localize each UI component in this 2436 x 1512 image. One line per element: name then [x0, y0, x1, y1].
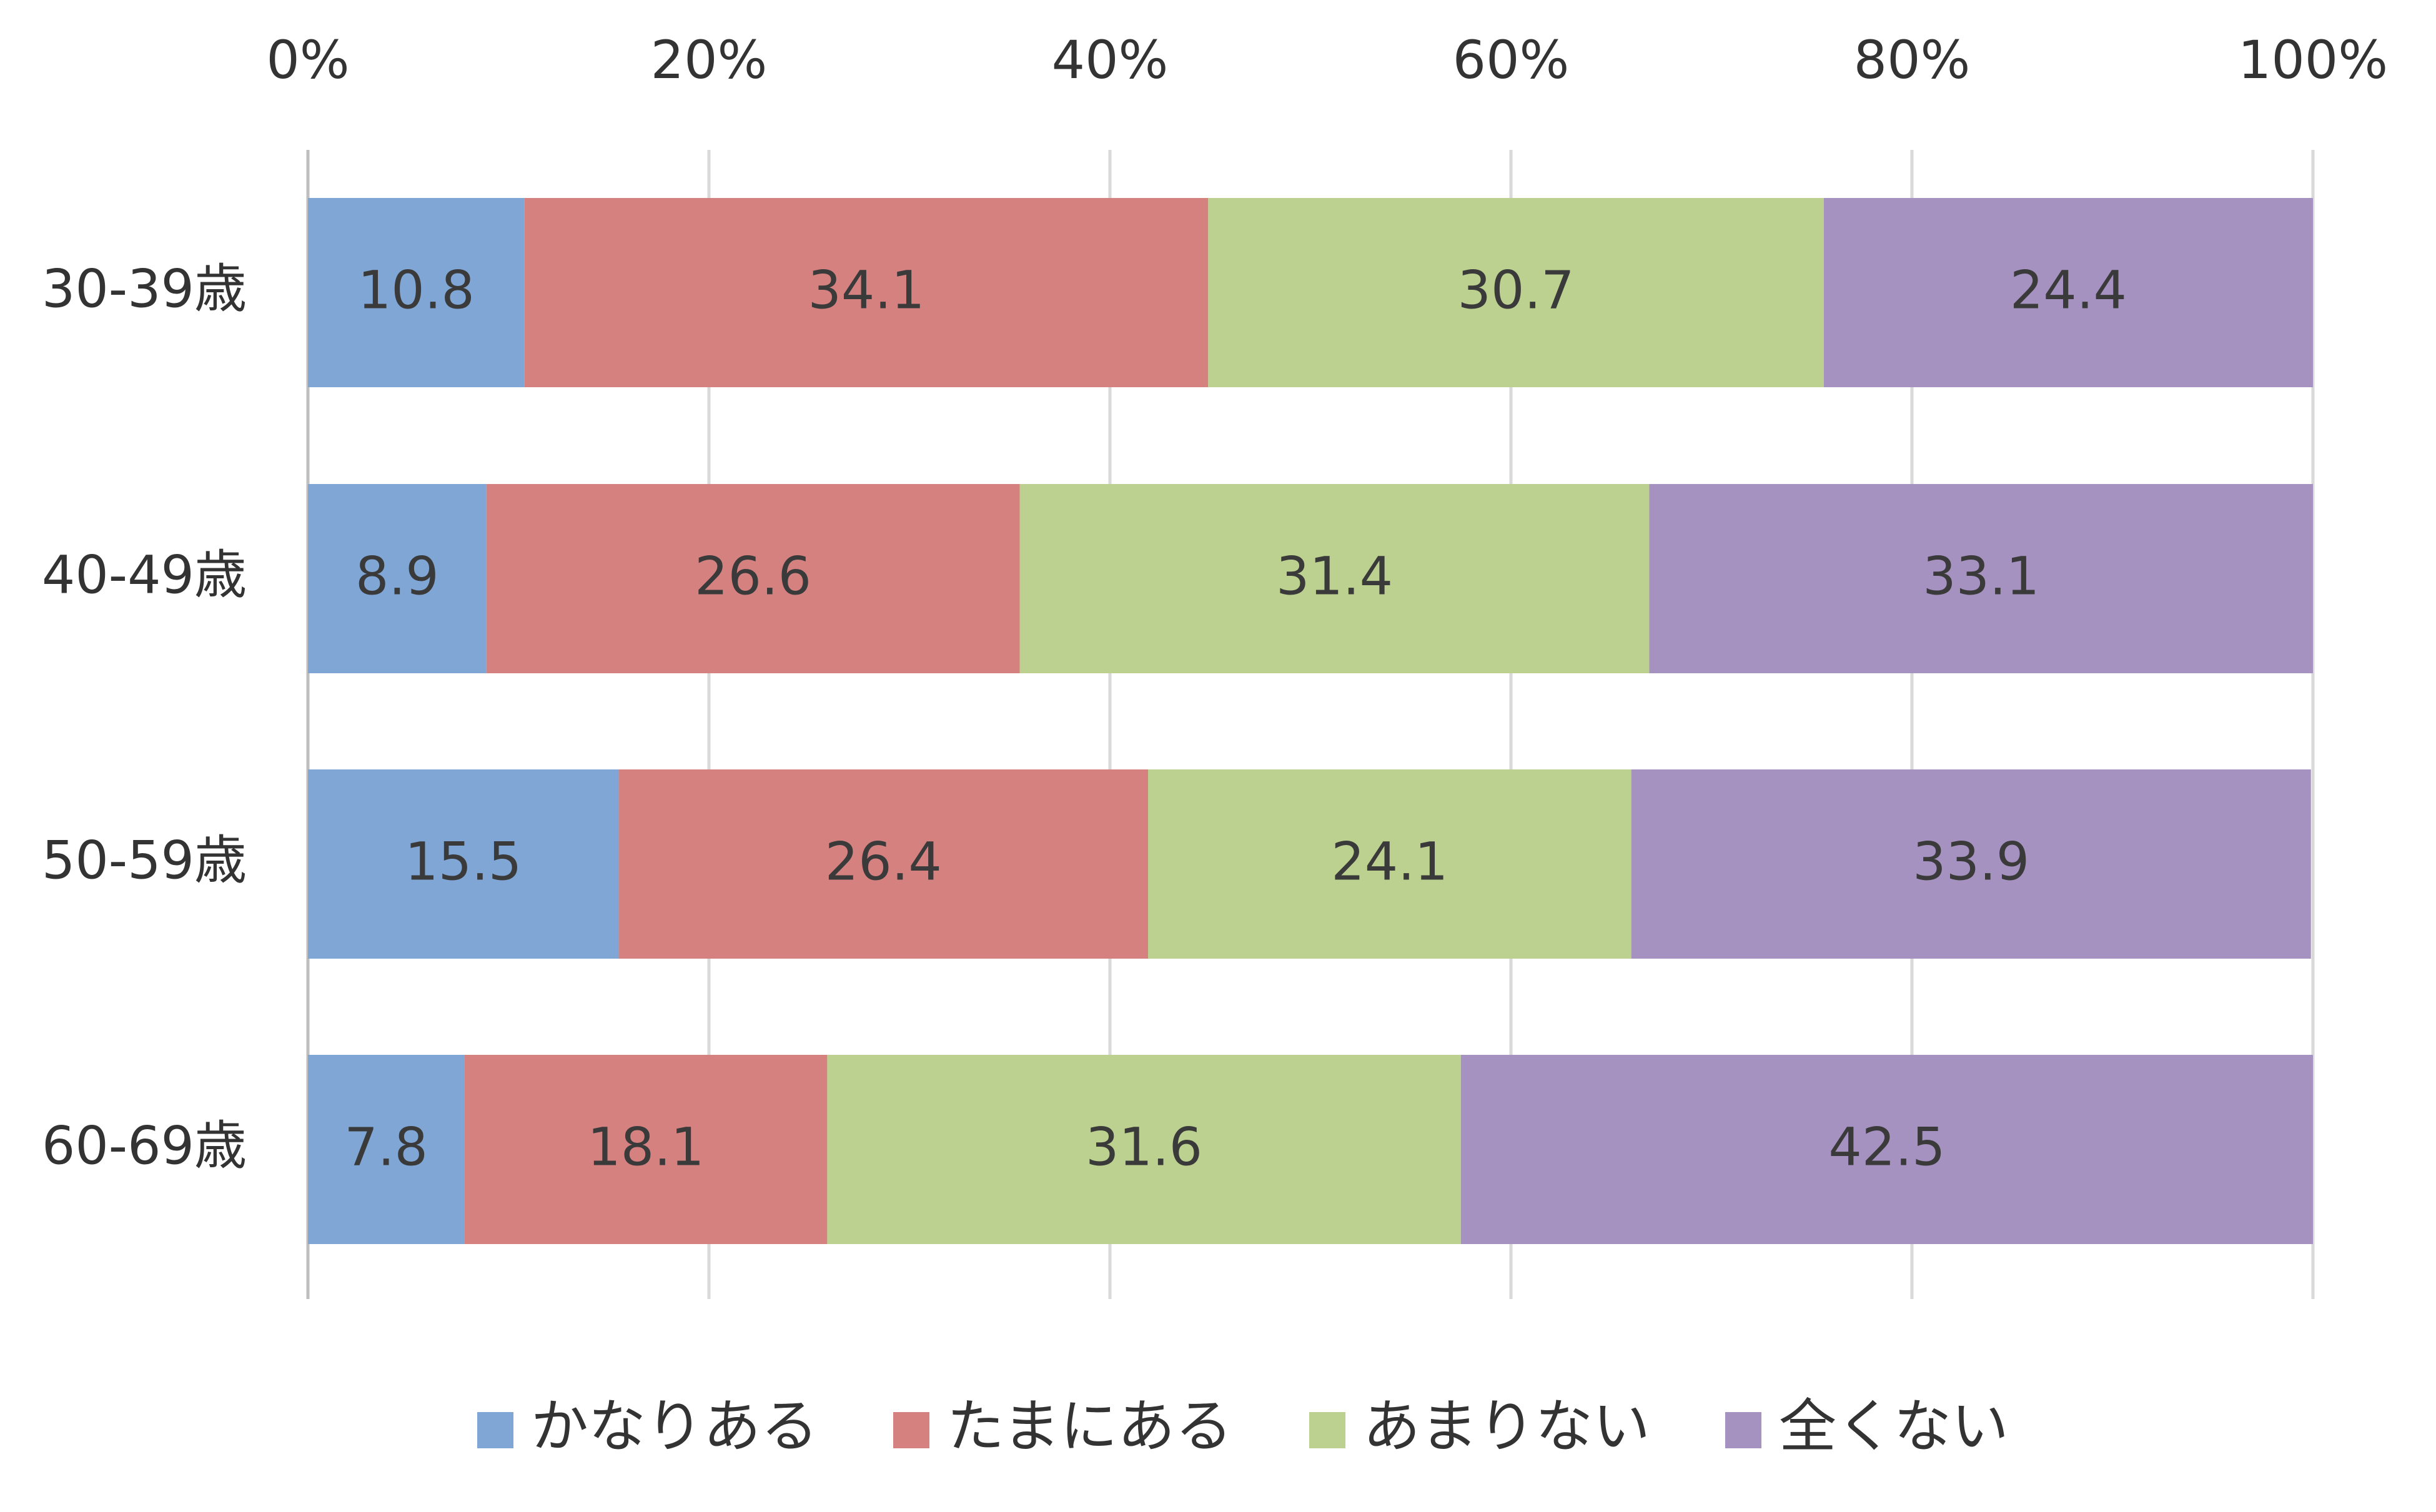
bar-segment	[524, 198, 1209, 387]
category-labels: 30-39歳 40-49歳 50-59歳 60-69歳	[42, 258, 247, 1176]
bar-segment	[308, 1055, 465, 1244]
bar-layer: 10.8 34.1 30.7 24.4 8.9 26.6 31.4 33.1 15.5 26.4 2…	[308, 198, 2313, 1244]
legend-label: かなりある	[531, 1393, 818, 1460]
category-label: 60-69歳	[42, 1115, 247, 1176]
data-label: 24.4	[2010, 259, 2127, 320]
x-tick-label: 100%	[2238, 29, 2388, 91]
data-label: 33.9	[1913, 831, 2029, 892]
data-label: 7.8	[344, 1116, 428, 1177]
bar-segment	[1460, 1055, 2313, 1244]
bar-segment	[618, 769, 1148, 959]
bar-segment	[464, 1055, 828, 1244]
x-tick-label: 60%	[1453, 29, 1570, 91]
category-label: 30-39歳	[42, 258, 247, 319]
bar-segment	[1631, 769, 2311, 959]
bar-segment	[1147, 769, 1631, 959]
legend-label: あまりない	[1363, 1393, 1650, 1460]
legend-swatch	[477, 1412, 513, 1448]
data-label: 26.4	[825, 831, 942, 892]
bar-segment	[308, 484, 487, 673]
data-label: 33.1	[1923, 545, 2039, 606]
legend-swatch	[893, 1412, 929, 1448]
data-label: 34.1	[808, 259, 924, 320]
bar-segment	[827, 1055, 1461, 1244]
data-label: 8.9	[355, 545, 439, 606]
x-tick-label: 80%	[1854, 29, 1971, 91]
bar-segment	[308, 198, 525, 387]
x-tick-label: 20%	[651, 29, 768, 91]
x-tick-label: 0%	[266, 29, 349, 91]
legend-item: かなりある	[477, 1393, 818, 1460]
legend: かなりある たまにある あまりない 全くない	[477, 1393, 2009, 1460]
data-label: 24.1	[1331, 831, 1448, 892]
legend-label: たまにある	[947, 1393, 1232, 1460]
data-label: 30.7	[1458, 259, 1575, 320]
data-label: 10.8	[358, 259, 475, 320]
legend-swatch	[1309, 1412, 1345, 1448]
bar-segment	[1208, 198, 1824, 387]
data-label: 42.5	[1828, 1116, 1945, 1177]
category-label: 40-49歳	[42, 544, 247, 605]
data-label: 31.4	[1276, 545, 1393, 606]
x-tick-label: 40%	[1052, 29, 1169, 91]
legend-swatch	[1725, 1412, 1761, 1448]
legend-item: たまにある	[893, 1393, 1232, 1460]
bar-segment	[308, 769, 619, 959]
data-label: 15.5	[405, 831, 522, 892]
bar-segment	[1649, 484, 2313, 673]
legend-item: あまりない	[1309, 1393, 1650, 1460]
category-label: 50-59歳	[42, 829, 247, 891]
bar-segment	[1823, 198, 2313, 387]
data-label: 18.1	[587, 1116, 704, 1177]
x-tick-labels: 0% 20% 40% 60% 80% 100%	[266, 29, 2388, 91]
bar-segment	[1019, 484, 1650, 673]
legend-item: 全くない	[1725, 1393, 2009, 1460]
data-label: 26.6	[695, 545, 811, 606]
legend-label: 全くない	[1779, 1393, 2009, 1460]
bar-segment	[486, 484, 1020, 673]
data-label: 31.6	[1086, 1116, 1202, 1177]
